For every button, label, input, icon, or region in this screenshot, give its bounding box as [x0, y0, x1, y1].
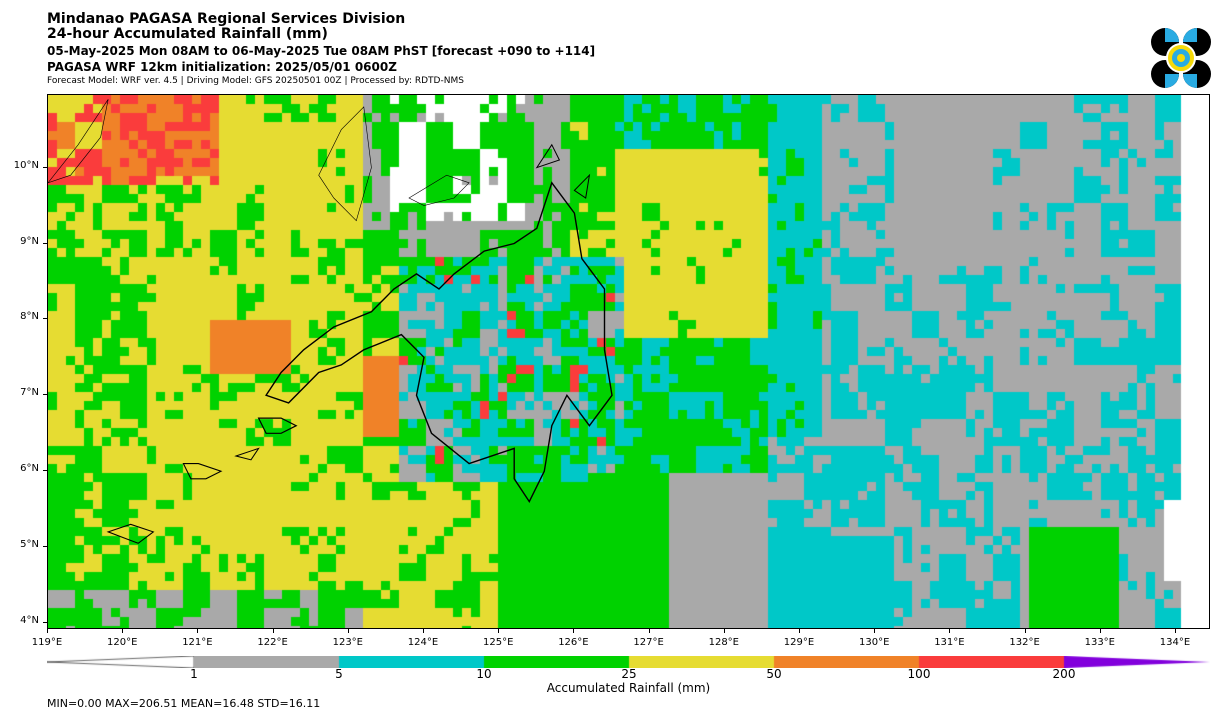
coastline [257, 417, 298, 434]
chart-subtitle: 24-hour Accumulated Rainfall (mm) [47, 26, 328, 42]
longitude-label: 126°E [558, 637, 589, 648]
coastline [182, 463, 223, 480]
longitude-tick [47, 629, 48, 633]
colorbar-level-label: 100 [907, 667, 931, 681]
model-initialization: PAGASA WRF 12km initialization: 2025/05/… [47, 60, 397, 74]
coastline-overlay [48, 99, 613, 544]
colorbar-level-label: 200 [1052, 667, 1076, 681]
longitude-label: 129°E [783, 637, 815, 648]
longitude-tick [573, 629, 575, 633]
longitude-tick [648, 629, 650, 633]
longitude-tick [1024, 629, 1026, 633]
longitude-label: 124°E [407, 637, 439, 648]
longitude-label: 132°E [1009, 637, 1040, 648]
longitude-tick [1175, 629, 1176, 633]
coastline [48, 99, 109, 184]
latitude-tick [43, 470, 47, 472]
model-credits: Forecast Model: WRF ver. 4.5 | Driving M… [47, 76, 464, 86]
colorbar [47, 656, 1210, 668]
longitude-tick [949, 629, 951, 633]
latitude-tick [43, 622, 47, 623]
latitude-label: 5°N [20, 539, 39, 551]
longitude-tick [874, 629, 876, 633]
coastline [234, 447, 260, 461]
coastline [573, 173, 591, 199]
longitude-label: 127°E [633, 637, 664, 648]
coastline [265, 181, 613, 504]
longitude-label: 130°E [858, 637, 890, 648]
longitude-label: 128°E [708, 637, 739, 648]
coastline [106, 523, 155, 544]
latitude-tick [43, 242, 47, 244]
forecast-period: 05-May-2025 Mon 08AM to 06-May-2025 Tue … [47, 44, 596, 58]
rainfall-grid [48, 95, 1209, 628]
longitude-tick [799, 629, 800, 633]
colorbar-title: Accumulated Rainfall (mm) [546, 681, 711, 695]
longitude-label: 121°E [182, 637, 213, 648]
latitude-tick [43, 546, 47, 548]
pagasa-seal-icon [1151, 28, 1211, 88]
statistics-line: MIN=0.00 MAX=206.51 MEAN=16.48 STD=16.11 [47, 697, 321, 710]
latitude-label: 4°N [20, 615, 39, 626]
latitude-tick [43, 318, 47, 320]
longitude-tick [498, 629, 500, 633]
colorbar-level-label: 5 [335, 667, 343, 681]
coastline [408, 174, 470, 206]
longitude-label: 120°E [106, 637, 138, 648]
chart-title: Mindanao PAGASA Regional Services Divisi… [47, 11, 406, 27]
latitude-tick [43, 394, 47, 396]
longitude-label: 123°E [332, 637, 363, 648]
latitude-tick [43, 166, 47, 168]
coastline [318, 106, 372, 222]
longitude-label: 131°E [934, 637, 965, 648]
longitude-tick [1099, 629, 1101, 633]
latitude-label: 9°N [20, 235, 39, 247]
longitude-tick [423, 629, 424, 633]
longitude-tick [197, 629, 199, 633]
longitude-tick [347, 629, 349, 633]
longitude-label: 133°E [1084, 637, 1115, 648]
longitude-tick [122, 629, 124, 633]
longitude-label: 125°E [482, 637, 514, 648]
colorbar-level-label: 1 [190, 667, 198, 681]
colorbar-level-label: 10 [476, 667, 492, 681]
colorbar-level-label: 50 [766, 667, 782, 681]
longitude-label: 134°E [1159, 637, 1191, 648]
longitude-tick [723, 629, 725, 633]
latitude-label: 10°N [13, 159, 39, 171]
latitude-label: 7°N [20, 387, 39, 399]
latitude-label: 6°N [20, 463, 39, 475]
longitude-label: 122°E [257, 637, 288, 648]
coastline [535, 143, 561, 169]
rainfall-map [47, 94, 1210, 629]
longitude-tick [272, 629, 274, 633]
colorbar-level-label: 25 [621, 667, 637, 681]
longitude-label: 119°E [31, 637, 63, 648]
latitude-label: 8°N [20, 311, 39, 323]
